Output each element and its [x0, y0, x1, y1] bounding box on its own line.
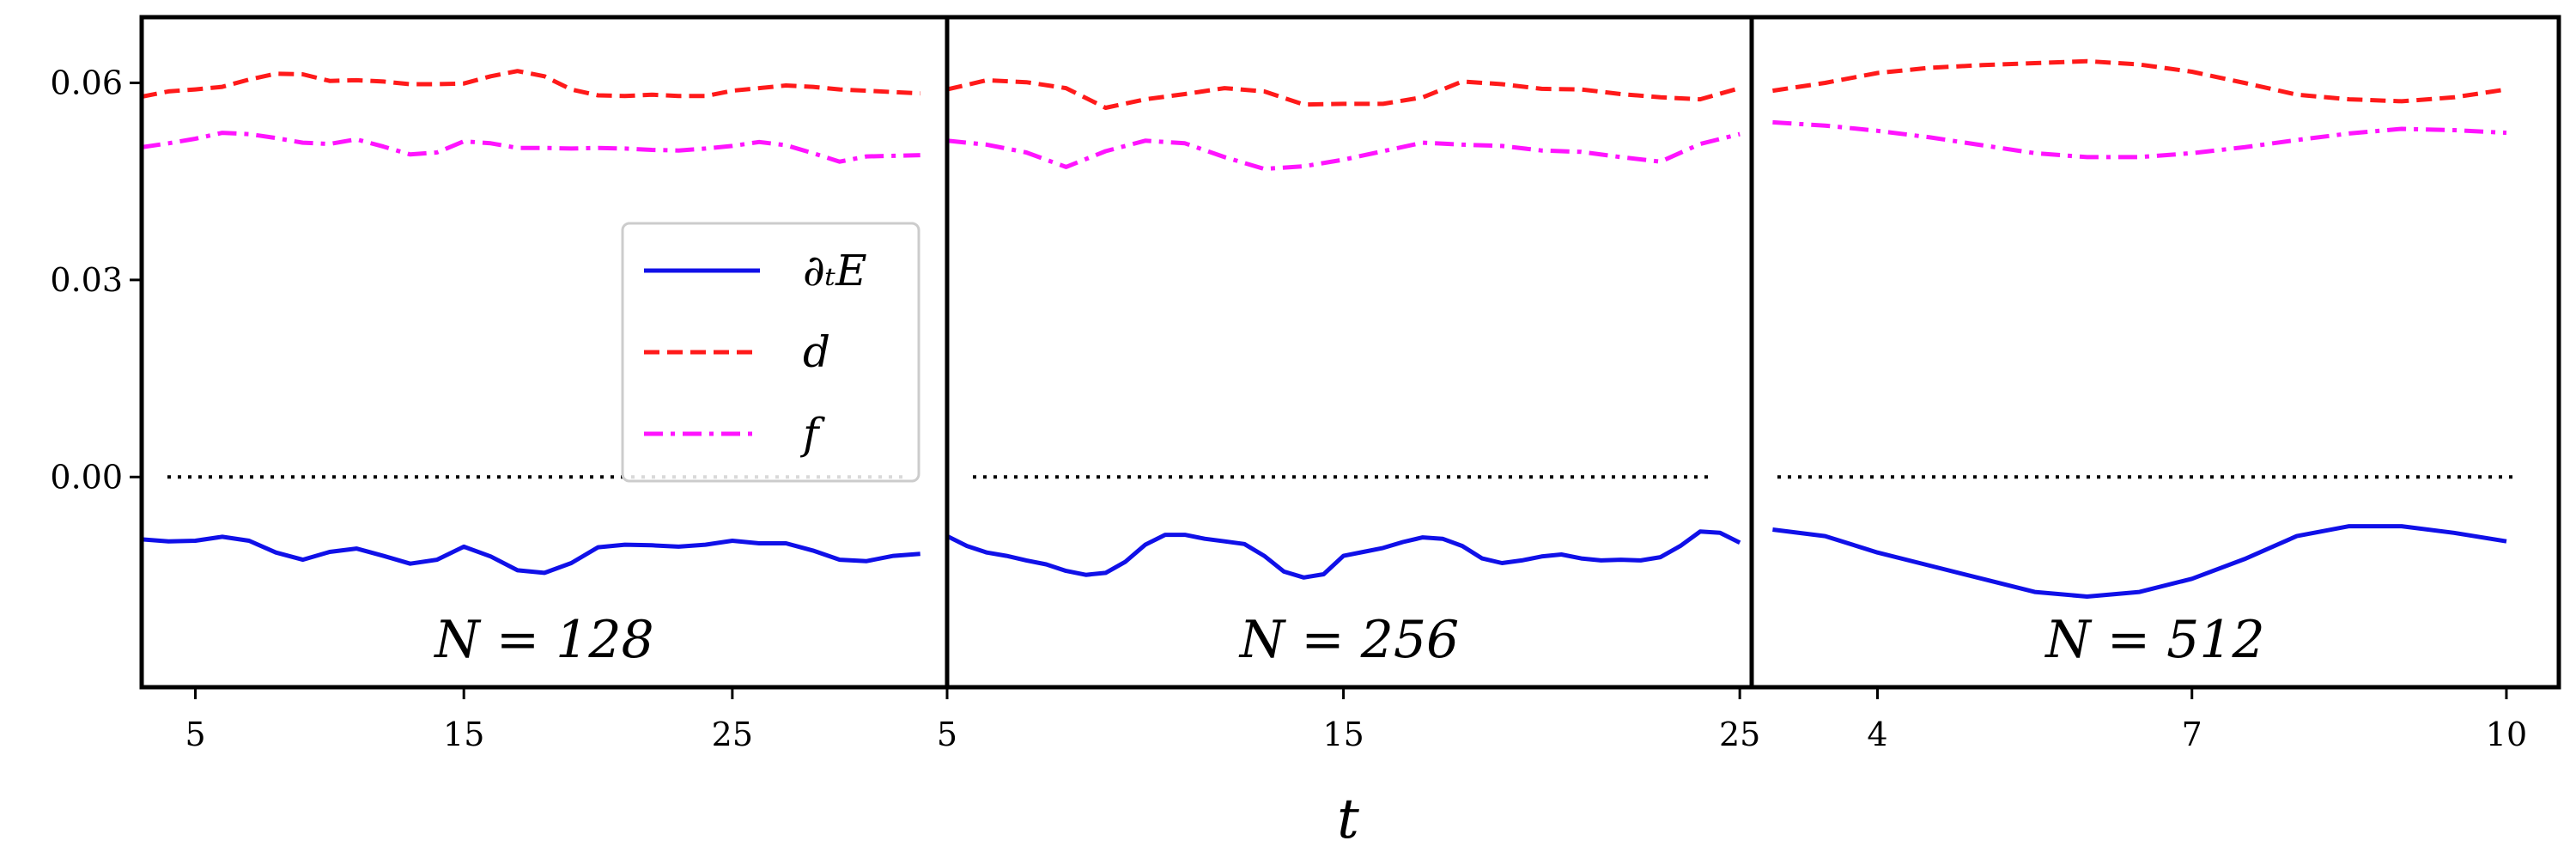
series-line-f	[142, 131, 920, 164]
panel-label: N = 256	[1238, 610, 1459, 670]
legend-box	[621, 222, 920, 483]
series-line-dE	[142, 534, 920, 576]
x-tick-label: 5	[937, 716, 957, 753]
x-axis-label: t	[1337, 788, 1359, 851]
series-line-dE	[1772, 524, 2507, 599]
series-line-d	[947, 77, 1741, 110]
y-tick-label: 0.06	[50, 64, 123, 101]
x-tick-label: 4	[1867, 716, 1887, 753]
y-tick-label: 0.00	[50, 458, 123, 496]
x-tick-label: 7	[2182, 716, 2202, 753]
series-line-f	[1772, 119, 2507, 160]
y-axis: 0.00 0.03 0.06	[50, 64, 142, 496]
panel-label: N = 512	[2044, 610, 2264, 670]
series-line-d	[1772, 58, 2507, 104]
legend-label: ∂ₜE	[803, 246, 867, 295]
x-tick-label: 25	[1719, 716, 1760, 753]
series-line-d	[142, 69, 920, 99]
x-tick-label: 10	[2486, 716, 2527, 753]
x-tick-label: 15	[1322, 716, 1364, 753]
panels-group: 5 15 25 N = 128 5 15 25 N = 256 4 7 10 N = 512	[139, 15, 2561, 753]
legend-label: d	[803, 327, 830, 377]
panel-3: 4 7 10 N = 512	[1749, 15, 2561, 753]
x-tick-label: 5	[185, 716, 205, 753]
x-tick-label: 15	[443, 716, 484, 753]
panel-label: N = 128	[433, 610, 653, 670]
series-line-f	[947, 131, 1741, 172]
y-tick-label: 0.03	[50, 261, 123, 299]
x-tick-label: 25	[712, 716, 753, 753]
series-line-dE	[947, 529, 1741, 580]
panel-frame	[1749, 15, 2561, 690]
